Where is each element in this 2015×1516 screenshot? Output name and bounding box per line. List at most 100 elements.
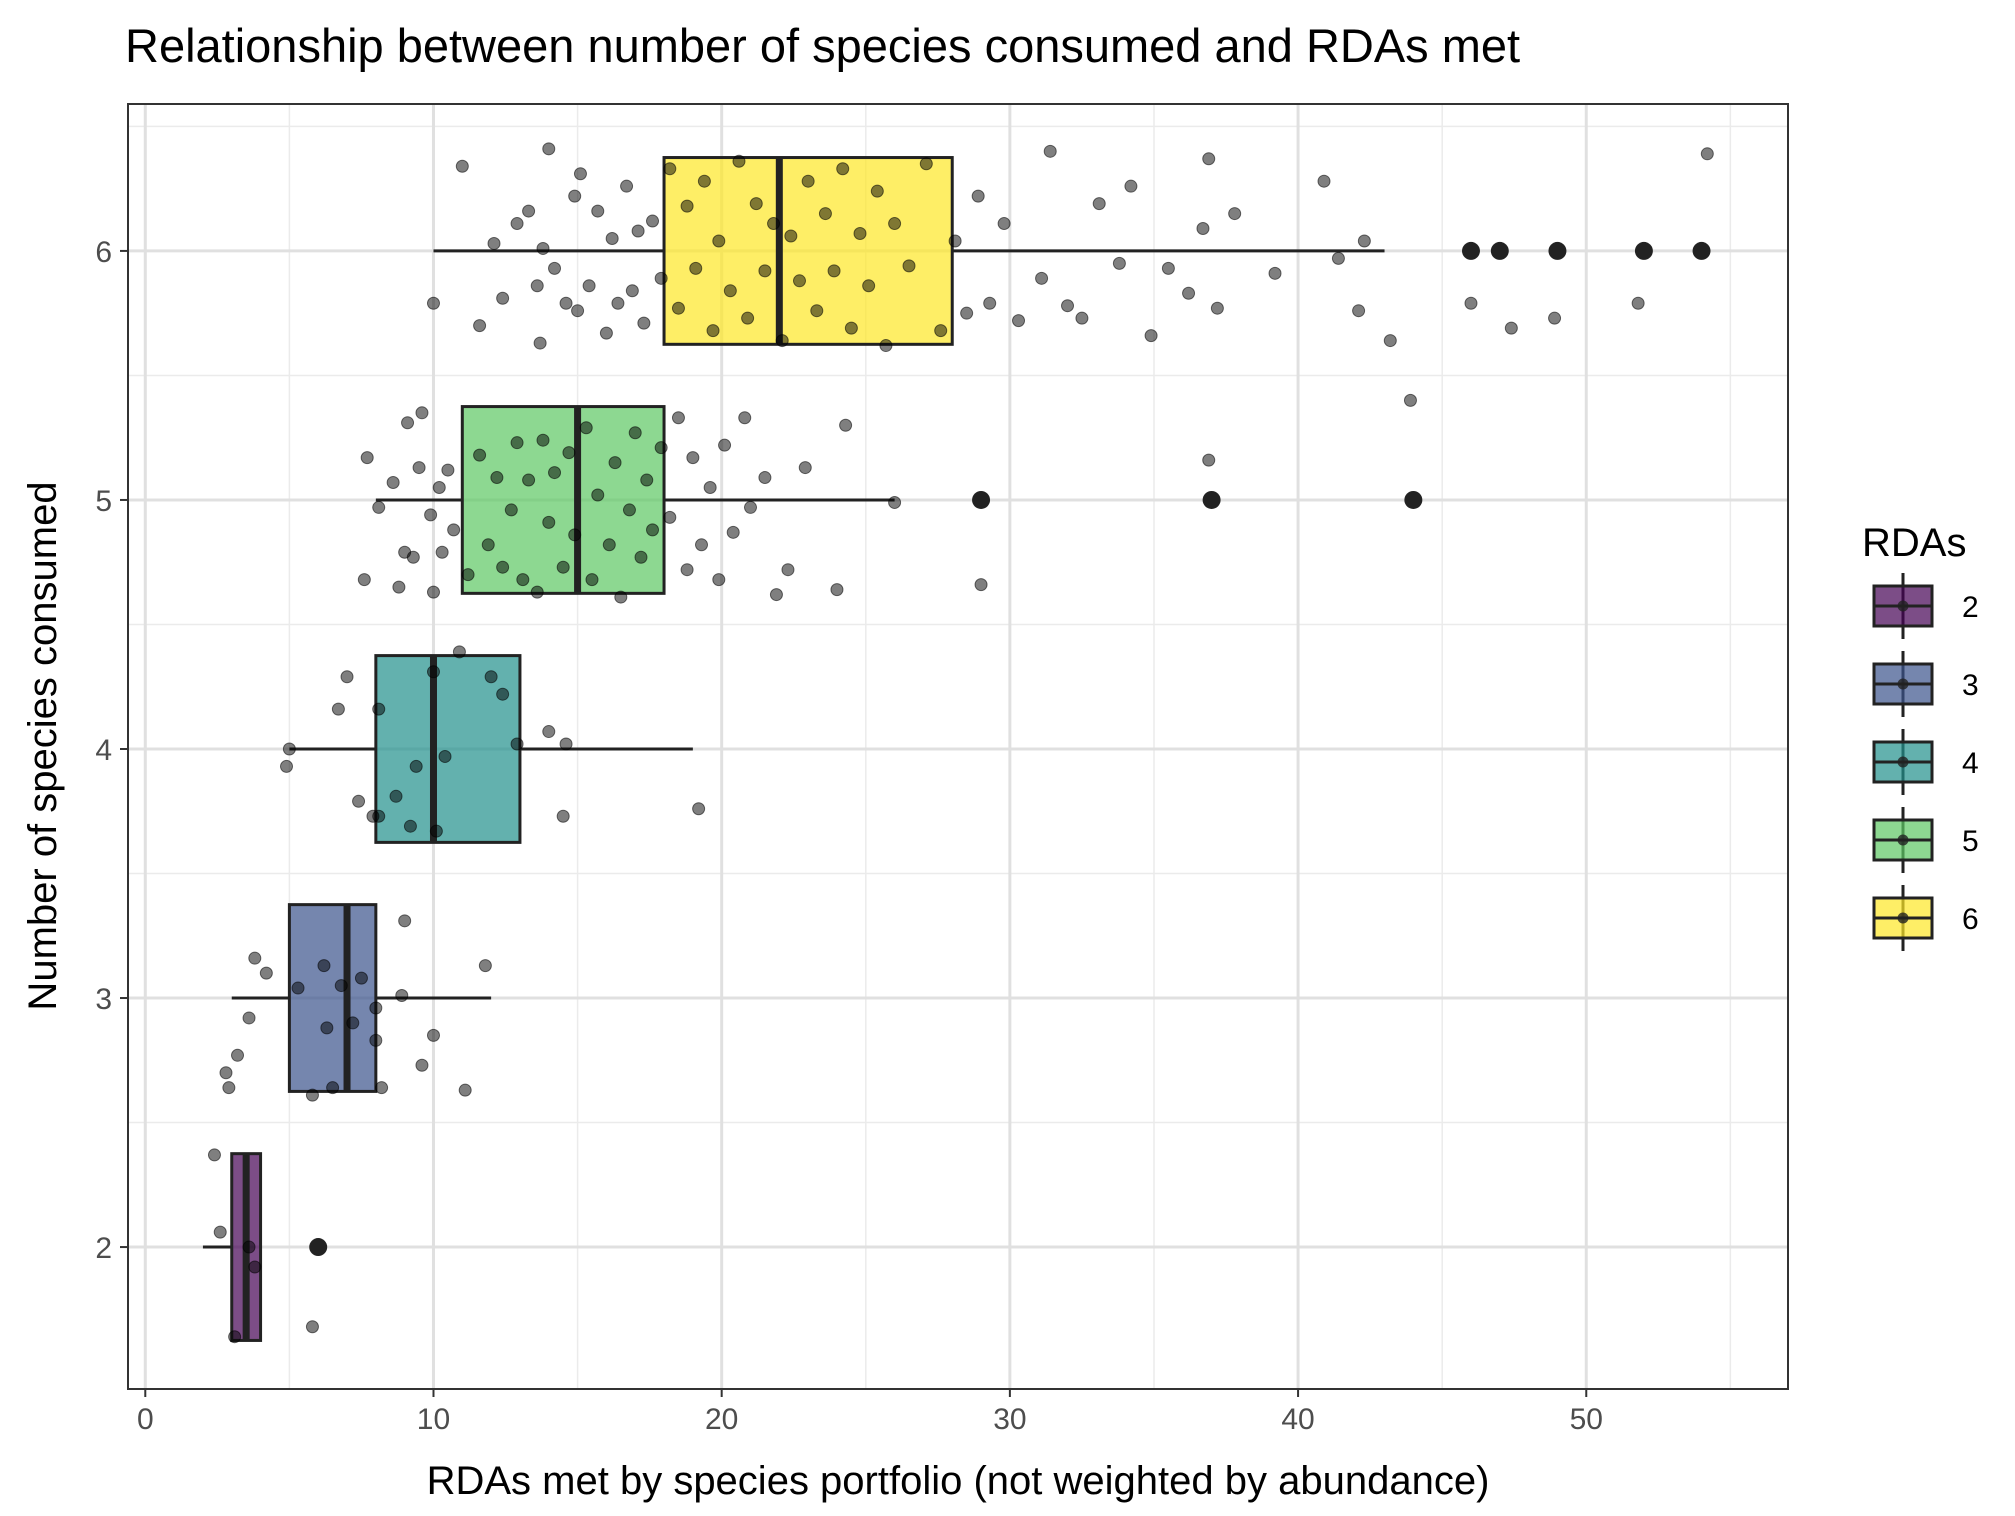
jitter-point <box>919 157 933 171</box>
jitter-point <box>530 585 544 599</box>
jitter-point <box>692 802 706 816</box>
y-tick-label: 3 <box>95 983 112 1016</box>
jitter-point <box>207 1148 221 1162</box>
jitter-point <box>1357 234 1371 248</box>
jitter-point <box>830 583 844 597</box>
jitter-point <box>1112 256 1126 270</box>
jitter-point <box>582 279 596 293</box>
jitter-point <box>870 184 884 198</box>
jitter-point <box>798 461 812 475</box>
jitter-point <box>1548 311 1562 325</box>
jitter-point <box>703 481 717 495</box>
jitter-point <box>282 742 296 756</box>
jitter-point <box>510 436 524 450</box>
jitter-point <box>654 441 668 455</box>
jitter-point <box>767 217 781 231</box>
jitter-point <box>1268 266 1282 280</box>
jitter-point <box>403 819 417 833</box>
jitter-point <box>599 326 613 340</box>
jitter-point <box>781 563 795 577</box>
jitter-point <box>680 563 694 577</box>
jitter-point <box>974 578 988 592</box>
jitter-point <box>680 199 694 213</box>
box-layer <box>202 156 1711 1342</box>
jitter-point <box>481 538 495 552</box>
jitter-point <box>654 271 668 285</box>
jitter-point <box>718 438 732 452</box>
jitter-point <box>801 174 815 188</box>
jitter-point <box>631 224 645 238</box>
jitter-point <box>542 725 556 739</box>
jitter-point <box>620 179 634 193</box>
jitter-point <box>671 301 685 315</box>
jitter-point <box>542 515 556 529</box>
jitter-point <box>671 411 685 425</box>
jitter-point <box>712 573 726 587</box>
jitter-point <box>326 1081 340 1095</box>
jitter-point <box>646 214 660 228</box>
jitter-point <box>1144 329 1158 343</box>
y-tick-label: 2 <box>95 1232 112 1265</box>
jitter-point <box>568 189 582 203</box>
jitter-point <box>758 264 772 278</box>
jitter-point <box>1700 147 1714 161</box>
box-3 <box>287 903 378 1093</box>
jitter-point <box>392 580 406 594</box>
jitter-point <box>510 737 524 751</box>
jitter-point <box>496 291 510 305</box>
jitter-point <box>357 573 371 587</box>
jitter-point <box>354 971 368 985</box>
jitter-point <box>334 979 348 993</box>
jitter-point <box>426 585 440 599</box>
jitter-point <box>960 306 974 320</box>
jitter-point <box>637 316 651 330</box>
jitter-point <box>484 670 498 684</box>
jitter-point <box>948 234 962 248</box>
jitter-point <box>398 914 412 928</box>
legend-label: 6 <box>1962 903 1979 936</box>
jitter-point <box>452 645 466 659</box>
jitter-point <box>1161 261 1175 275</box>
outlier-point <box>1548 241 1567 260</box>
legend-title: RDAs <box>1862 521 1966 565</box>
outlier-point <box>1634 241 1653 260</box>
x-tick-label: 30 <box>993 1403 1026 1436</box>
jitter-point <box>496 687 510 701</box>
outlier-point <box>309 1238 328 1257</box>
jitter-point <box>738 411 752 425</box>
box-4 <box>374 654 522 844</box>
jitter-point <box>219 1066 233 1080</box>
jitter-point <box>1012 314 1026 328</box>
jitter-point <box>536 241 550 255</box>
jitter-point <box>640 473 654 487</box>
legend-item-2: 2 <box>1872 573 1979 639</box>
jitter-point <box>573 167 587 181</box>
jitter-point <box>853 226 867 240</box>
jitter-point <box>522 473 536 487</box>
jitter-point <box>458 1083 472 1097</box>
legend-label: 4 <box>1962 747 1979 780</box>
jitter-point <box>934 324 948 338</box>
jitter-point <box>447 523 461 537</box>
jitter-point <box>369 1033 383 1047</box>
jitter-point <box>1352 304 1366 318</box>
legend-key-point <box>1897 600 1909 612</box>
jitter-point <box>473 319 487 333</box>
jitter-point <box>622 503 636 517</box>
jitter-point <box>360 451 374 465</box>
jitter-point <box>228 1330 242 1344</box>
jitter-point <box>775 334 789 348</box>
jitter-point <box>628 426 642 440</box>
jitter-point <box>441 463 455 477</box>
jitter-point <box>305 1088 319 1102</box>
jitter-point <box>1182 286 1196 300</box>
jitter-point <box>888 217 902 231</box>
jitter-point <box>732 154 746 168</box>
jitter-point <box>426 296 440 310</box>
x-tick-label: 50 <box>1570 1403 1603 1436</box>
jitter-point <box>888 495 902 509</box>
jitter-point <box>712 234 726 248</box>
jitter-point <box>758 471 772 485</box>
jitter-point <box>697 174 711 188</box>
jitter-point <box>548 261 562 275</box>
